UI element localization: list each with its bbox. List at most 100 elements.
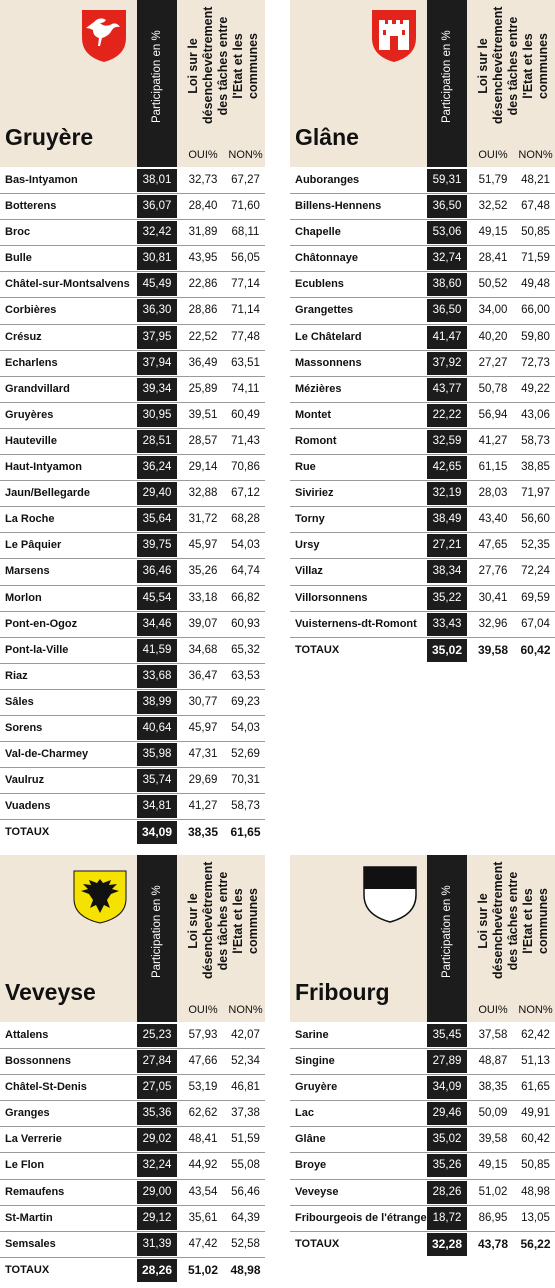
participation-value: 33,43 bbox=[427, 612, 467, 636]
non-value: 56,60 bbox=[521, 513, 550, 526]
table-row: Crésuz 37,95 22,52 77,48 bbox=[0, 325, 265, 351]
oui-value: 22,52 bbox=[188, 330, 218, 343]
participation-value: 29,00 bbox=[137, 1180, 177, 1204]
table-row: Lac 29,46 50,09 49,91 bbox=[290, 1101, 555, 1128]
oui-value: 34,00 bbox=[478, 304, 508, 317]
oui-value: 47,42 bbox=[188, 1237, 218, 1250]
table-row: Mézières 43,77 50,78 49,22 bbox=[290, 377, 555, 403]
oui-value: 32,88 bbox=[188, 487, 218, 500]
table-row: Torny 38,49 43,40 56,60 bbox=[290, 507, 555, 534]
oui-value: 47,65 bbox=[478, 539, 508, 552]
oui-value: 35,26 bbox=[188, 565, 218, 578]
commune-name: Sâles bbox=[5, 695, 34, 708]
oui-value: 28,41 bbox=[478, 252, 508, 265]
non-value: 61,65 bbox=[521, 1081, 550, 1094]
commune-name: Sarine bbox=[295, 1029, 329, 1041]
table-row: Gruyère 34,09 38,35 61,65 bbox=[290, 1075, 555, 1102]
panel-header: Glâne Participation en % Loi sur le dése… bbox=[290, 0, 555, 167]
law-title: Loi sur le désenchevêtrement des tâches … bbox=[186, 861, 260, 979]
oui-value: 32,96 bbox=[478, 617, 508, 630]
non-value: 48,21 bbox=[521, 174, 550, 186]
commune-name: Mézières bbox=[295, 382, 342, 395]
oui-value: 45,97 bbox=[188, 721, 218, 734]
oui-value: 36,49 bbox=[188, 356, 218, 369]
commune-name: Romont bbox=[295, 434, 337, 447]
oui-value: 30,77 bbox=[188, 695, 218, 708]
panel-gruyere: Gruyère Participation en % Loi sur le dé… bbox=[0, 0, 265, 845]
commune-name: TOTAUX bbox=[5, 826, 50, 839]
table-row: Granges 35,36 62,62 37,38 bbox=[0, 1101, 265, 1128]
commune-name: Corbières bbox=[5, 304, 57, 317]
non-value: 52,35 bbox=[521, 539, 550, 552]
table-row: Le Flon 32,24 44,92 55,08 bbox=[0, 1153, 265, 1180]
participation-value: 36,07 bbox=[137, 195, 177, 219]
commune-name: Broye bbox=[295, 1159, 327, 1172]
oui-value: 50,78 bbox=[478, 382, 508, 395]
non-value: 70,31 bbox=[231, 774, 260, 787]
participation-value: 41,47 bbox=[427, 325, 467, 349]
non-value: 72,73 bbox=[521, 356, 550, 369]
table-row: Sorens 40,64 45,97 54,03 bbox=[0, 716, 265, 743]
table-row: Pont-en-Ogoz 34,46 39,07 60,93 bbox=[0, 612, 265, 638]
commune-name: Pont-en-Ogoz bbox=[5, 617, 78, 630]
panel-glane: Glâne Participation en % Loi sur le dése… bbox=[290, 0, 555, 665]
participation-value: 30,81 bbox=[137, 247, 177, 271]
participation-value: 41,59 bbox=[137, 638, 177, 662]
oui-value: 62,62 bbox=[188, 1107, 218, 1120]
non-value: 56,05 bbox=[231, 252, 260, 265]
table-row: Bulle 30,81 43,95 56,05 bbox=[0, 246, 265, 273]
commune-name: Billens-Hennens bbox=[295, 200, 382, 213]
table-row: Ursy 27,21 47,65 52,35 bbox=[290, 533, 555, 560]
oui-value: 39,07 bbox=[188, 617, 218, 630]
table-row: Echarlens 37,94 36,49 63,51 bbox=[0, 351, 265, 377]
commune-name: Morlon bbox=[5, 591, 42, 604]
participation-value: 35,64 bbox=[137, 508, 177, 532]
participation-value: 32,28 bbox=[427, 1232, 467, 1256]
participation-label: Participation en % bbox=[151, 885, 163, 978]
non-value: 49,48 bbox=[521, 278, 550, 291]
participation-value: 35,22 bbox=[427, 586, 467, 610]
non-header: NON% bbox=[228, 1004, 263, 1016]
table-row: St-Martin 29,12 35,61 64,39 bbox=[0, 1206, 265, 1232]
table-row: Vuadens 34,81 41,27 58,73 bbox=[0, 794, 265, 821]
oui-value: 48,87 bbox=[478, 1055, 508, 1068]
oui-header: OUI% bbox=[478, 1004, 508, 1016]
participation-value: 34,46 bbox=[137, 612, 177, 636]
non-value: 67,04 bbox=[521, 617, 550, 630]
table-row: Broc 32,42 31,89 68,11 bbox=[0, 220, 265, 247]
non-value: 54,03 bbox=[231, 721, 260, 734]
table-row: Grangettes 36,50 34,00 66,00 bbox=[290, 298, 555, 325]
oui-value: 51,02 bbox=[478, 1185, 508, 1198]
table-row: Sarine 35,45 37,58 62,42 bbox=[290, 1023, 555, 1050]
non-value: 72,24 bbox=[521, 565, 550, 578]
participation-header: Participation en % bbox=[427, 855, 467, 1022]
non-value: 49,22 bbox=[521, 382, 550, 395]
totals-row: TOTAUX 32,28 43,78 56,22 bbox=[290, 1232, 555, 1258]
commune-name: La Verrerie bbox=[5, 1133, 62, 1146]
commune-name: Châtonnaye bbox=[295, 252, 358, 265]
participation-value: 59,31 bbox=[427, 169, 467, 192]
oui-value: 43,40 bbox=[478, 513, 508, 526]
table-row: Sâles 38,99 30,77 69,23 bbox=[0, 690, 265, 716]
table-row: Châtonnaye 32,74 28,41 71,59 bbox=[290, 246, 555, 273]
commune-name: Riaz bbox=[5, 669, 28, 682]
panel-header: Gruyère Participation en % Loi sur le dé… bbox=[0, 0, 265, 167]
non-value: 52,69 bbox=[231, 748, 260, 761]
oui-value: 22,86 bbox=[188, 278, 218, 291]
commune-name: La Roche bbox=[5, 513, 55, 526]
oui-value: 32,73 bbox=[188, 174, 218, 186]
table-row: Le Châtelard 41,47 40,20 59,80 bbox=[290, 325, 555, 351]
oui-value: 48,41 bbox=[188, 1133, 218, 1146]
table-row: Bas-Intyamon 38,01 32,73 67,27 bbox=[0, 168, 265, 195]
district-title: Gruyère bbox=[5, 124, 94, 150]
oui-value: 27,76 bbox=[478, 565, 508, 578]
commune-name: Glâne bbox=[295, 1133, 326, 1146]
non-value: 70,86 bbox=[231, 461, 260, 474]
table-row: Bossonnens 27,84 47,66 52,34 bbox=[0, 1049, 265, 1076]
participation-value: 35,02 bbox=[427, 1128, 467, 1152]
oui-value: 28,86 bbox=[188, 304, 218, 317]
non-value: 68,28 bbox=[231, 513, 260, 526]
commune-name: TOTAUX bbox=[295, 1237, 340, 1250]
table-row: Ecublens 38,60 50,52 49,48 bbox=[290, 272, 555, 299]
participation-value: 28,26 bbox=[427, 1180, 467, 1204]
